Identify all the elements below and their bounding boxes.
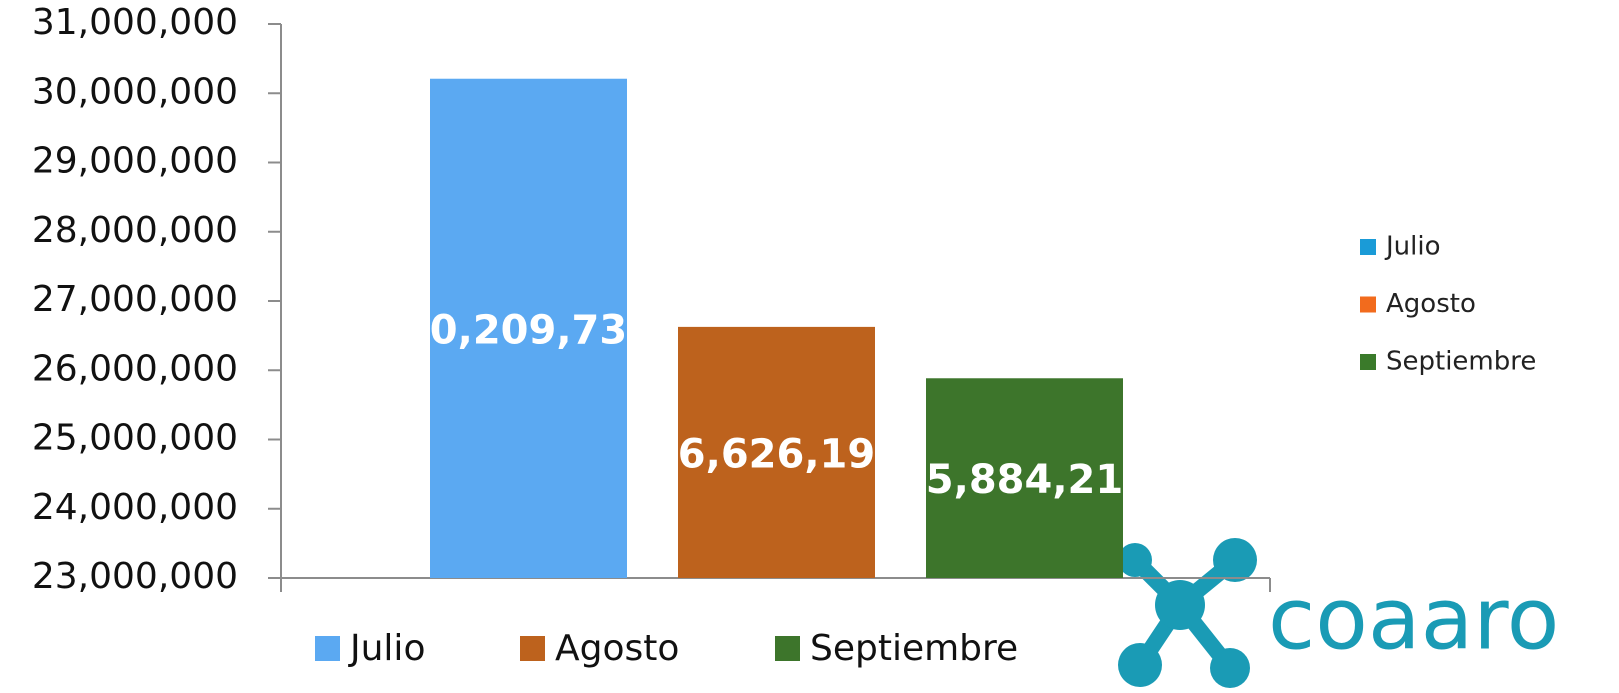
side-legend-label: Julio bbox=[1384, 232, 1441, 262]
y-tick-label: 25,000,000 bbox=[32, 418, 238, 459]
side-legend-swatch bbox=[1360, 239, 1376, 255]
bar bbox=[926, 378, 1123, 578]
side-legend-label: Septiembre bbox=[1386, 347, 1536, 377]
logo-node bbox=[1213, 538, 1257, 582]
logo-node bbox=[1155, 580, 1205, 630]
data-label: 30,209,733 bbox=[402, 307, 655, 353]
y-tick-label: 31,000,000 bbox=[32, 2, 238, 43]
y-tick-label: 24,000,000 bbox=[32, 487, 238, 528]
side-legend-swatch bbox=[1360, 354, 1376, 370]
data-label: 26,626,190 bbox=[650, 431, 903, 477]
side-legend-swatch bbox=[1360, 296, 1376, 313]
y-tick-label: 27,000,000 bbox=[32, 279, 238, 320]
side-legend-label: Agosto bbox=[1386, 289, 1476, 319]
y-tick-label: 23,000,000 bbox=[32, 556, 238, 597]
logo bbox=[1118, 538, 1257, 688]
y-tick-label: 29,000,000 bbox=[32, 141, 238, 182]
legend-swatch bbox=[315, 636, 340, 661]
logo-node bbox=[1118, 643, 1162, 687]
legend-swatch bbox=[520, 636, 545, 661]
legend-label: Agosto bbox=[555, 628, 679, 669]
y-tick-label: 30,000,000 bbox=[32, 71, 238, 112]
legend-swatch bbox=[775, 636, 800, 661]
bar bbox=[430, 78, 627, 579]
logo-node bbox=[1210, 648, 1250, 688]
y-tick-label: 26,000,000 bbox=[32, 348, 238, 389]
logo-text: coaaro bbox=[1268, 569, 1559, 669]
bar bbox=[678, 326, 875, 578]
logo-node bbox=[1118, 543, 1152, 577]
data-label: 25,884,217 bbox=[898, 457, 1151, 503]
legend-label: Septiembre bbox=[810, 628, 1018, 669]
y-tick-label: 28,000,000 bbox=[32, 210, 238, 251]
legend-label: Julio bbox=[348, 628, 425, 669]
